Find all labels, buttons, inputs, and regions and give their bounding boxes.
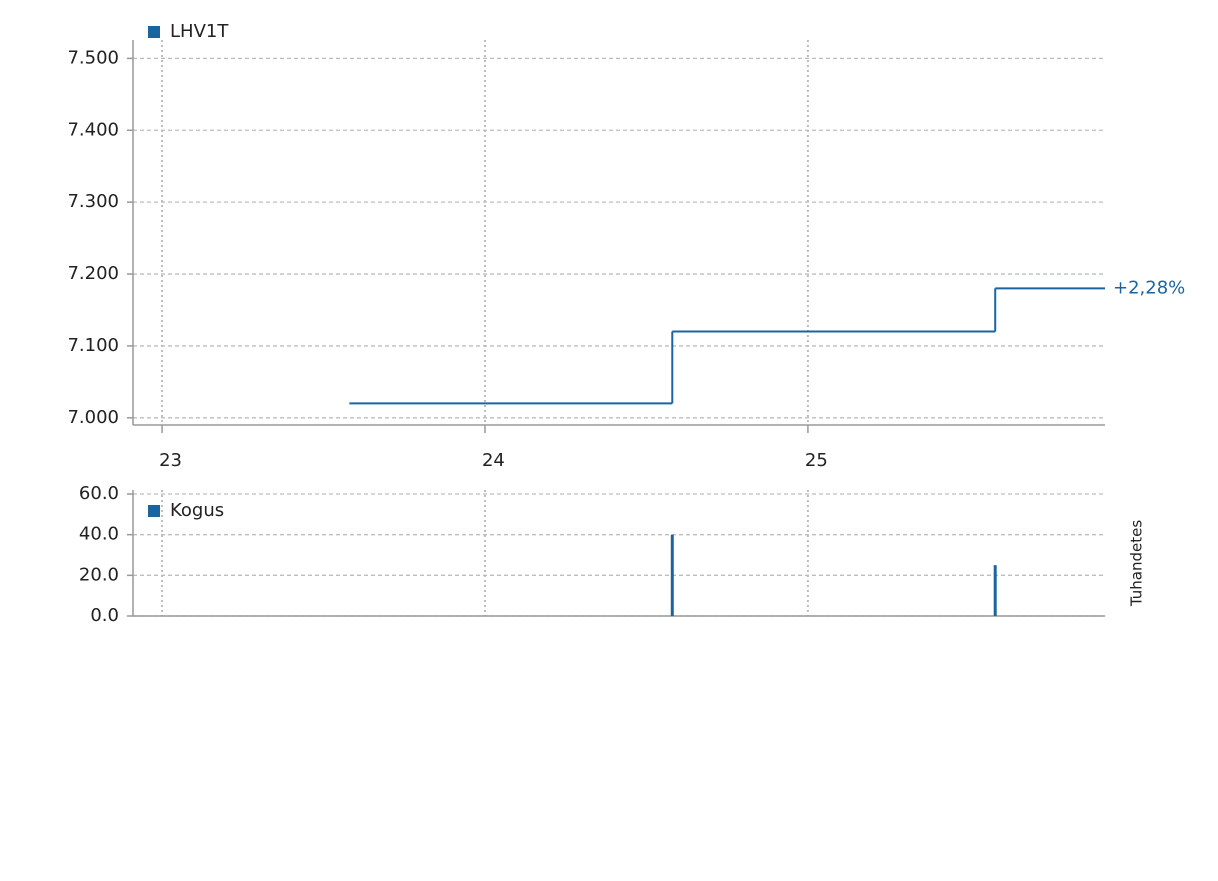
y-tick-label: 7.400 [67, 119, 119, 140]
y-tick-label: 60.0 [79, 483, 119, 504]
legend-label: LHV1T [170, 21, 229, 42]
legend-label: Kogus [170, 500, 224, 521]
bar [993, 565, 997, 616]
y-tick-label: 7.500 [67, 47, 119, 68]
y-tick-label: 7.300 [67, 191, 119, 212]
x-tick-label: 25 [805, 450, 828, 471]
annotation: +2,28% [1113, 277, 1185, 298]
legend-swatch [148, 26, 160, 38]
y-tick-label: 0.0 [90, 605, 119, 626]
y-tick-label: 20.0 [79, 564, 119, 585]
y-tick-label: 40.0 [79, 524, 119, 545]
x-tick-label: 24 [482, 450, 505, 471]
y-axis-label: Tuhandetes [1128, 520, 1146, 607]
bar [670, 534, 674, 616]
y-tick-label: 7.000 [67, 407, 119, 428]
legend-swatch [148, 505, 160, 517]
x-tick-label: 23 [159, 450, 182, 471]
y-tick-label: 7.100 [67, 335, 119, 356]
y-tick-label: 7.200 [67, 263, 119, 284]
